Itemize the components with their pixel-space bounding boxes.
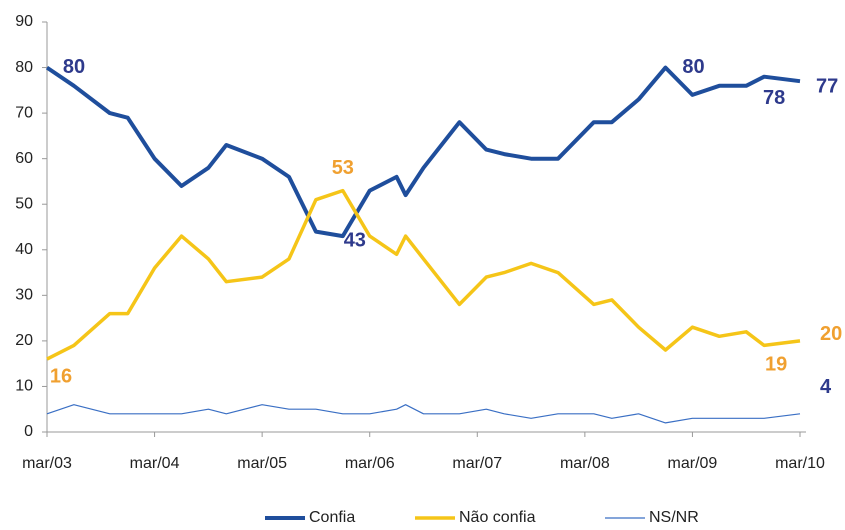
- data-label: 19: [765, 354, 787, 376]
- data-label: 43: [344, 229, 366, 251]
- series-line: [45, 65, 801, 239]
- data-label: 78: [763, 87, 785, 109]
- y-tick-label: 50: [15, 195, 33, 212]
- y-tick-label: 40: [15, 241, 33, 258]
- x-tick-label: mar/05: [237, 455, 287, 472]
- y-tick-label: 60: [15, 150, 33, 167]
- data-label: 80: [682, 56, 704, 78]
- y-tick-label: 20: [15, 332, 33, 349]
- x-tick-label: mar/09: [668, 455, 718, 472]
- y-tick-label: 30: [15, 287, 33, 304]
- x-tick-label: mar/10: [775, 455, 825, 472]
- x-tick-label: mar/07: [452, 455, 502, 472]
- x-tick-label: mar/08: [560, 455, 610, 472]
- y-tick-label: 0: [24, 423, 33, 440]
- y-tick-label: 90: [15, 13, 33, 30]
- data-label: 20: [820, 323, 842, 345]
- legend-label: Não confia: [459, 509, 536, 526]
- x-tick-label: mar/04: [130, 455, 180, 472]
- data-label: 53: [332, 157, 354, 179]
- x-tick-label: mar/03: [22, 455, 72, 472]
- series-line: [46, 188, 801, 361]
- data-label: 77: [816, 76, 838, 98]
- data-label: 4: [820, 376, 832, 398]
- series-line: [46, 404, 801, 424]
- data-label: 16: [50, 365, 72, 387]
- y-tick-label: 10: [15, 378, 33, 395]
- data-label: 80: [63, 56, 85, 78]
- legend-label: NS/NR: [649, 509, 699, 526]
- y-tick-label: 70: [15, 104, 33, 121]
- x-tick-label: mar/06: [345, 455, 395, 472]
- legend-label: Confia: [309, 509, 355, 526]
- y-tick-label: 80: [15, 59, 33, 76]
